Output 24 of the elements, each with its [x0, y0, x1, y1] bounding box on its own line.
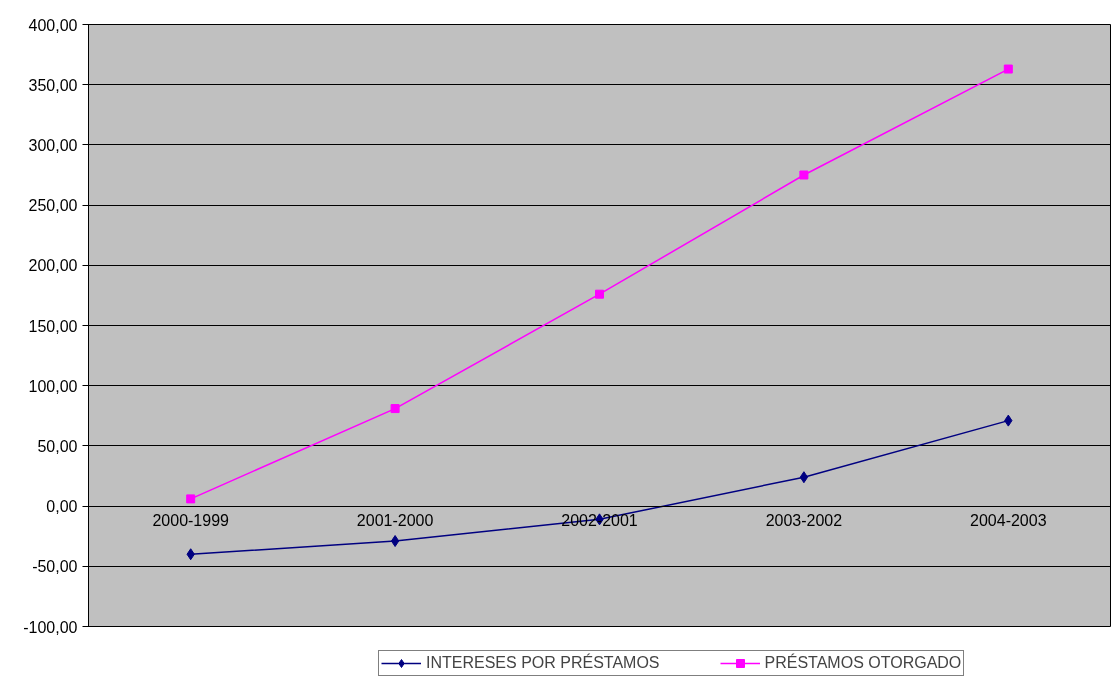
y-tick-label: 400,00 — [28, 16, 78, 34]
point — [186, 494, 196, 504]
point — [799, 471, 809, 484]
y-tick-label: 300,00 — [28, 136, 78, 154]
point — [390, 535, 400, 548]
legend-label: PRÉSTAMOS OTORGADO — [764, 654, 962, 672]
y-tick-label: 200,00 — [28, 257, 78, 275]
y-tick-label: -50,00 — [32, 558, 78, 576]
x-tick-label: 2004-2003 — [970, 512, 1047, 530]
y-tick-label: 0,00 — [46, 498, 78, 516]
point — [1003, 64, 1013, 74]
point — [799, 170, 809, 180]
x-tick-label: 2001-2000 — [356, 512, 434, 530]
y-tick-label: 50,00 — [37, 437, 78, 455]
y-tick-label: 250,00 — [28, 197, 78, 215]
y-tick-label: 100,00 — [28, 377, 78, 395]
y-tick-label: -100,00 — [23, 618, 78, 636]
point — [595, 289, 604, 299]
x-tick-label: 2003-2002 — [765, 512, 843, 530]
x-tick-label: 2000-1999 — [152, 512, 230, 530]
y-tick-label: 150,00 — [28, 317, 78, 335]
point — [390, 404, 400, 414]
y-tick-label: 350,00 — [28, 76, 78, 94]
legend-label: INTERESES POR PRÉSTAMOS — [426, 654, 660, 672]
